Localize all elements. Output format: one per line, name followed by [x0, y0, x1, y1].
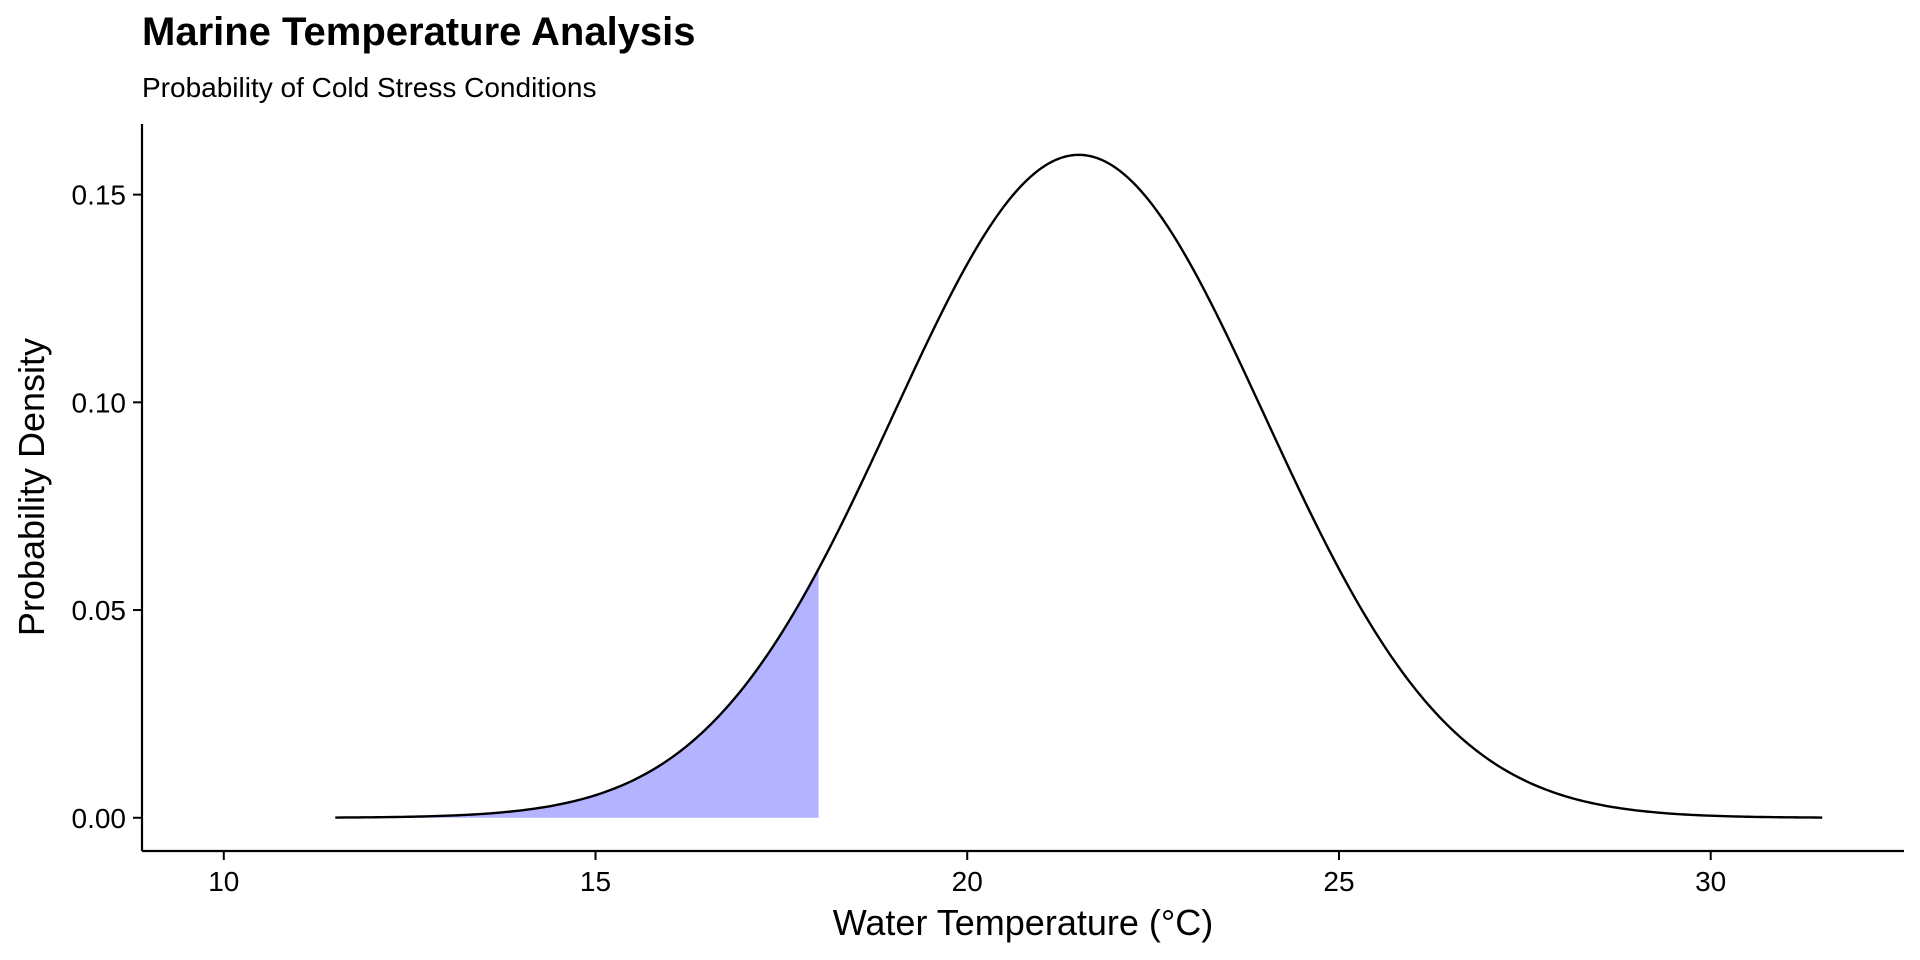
chart-title: Marine Temperature Analysis — [142, 10, 696, 54]
x-tick-label: 20 — [952, 866, 983, 897]
density-curve-layer — [335, 153, 1823, 819]
x-axis-title: Water Temperature (°C) — [833, 902, 1214, 943]
x-tick-label: 30 — [1695, 866, 1726, 897]
y-tick-label: 0.05 — [72, 595, 127, 626]
y-ticks: 0.00 0.05 0.10 0.15 — [72, 180, 142, 834]
chart-subtitle: Probability of Cold Stress Conditions — [142, 72, 597, 103]
y-tick-label: 0.00 — [72, 803, 127, 834]
cold-stress-region — [335, 568, 819, 818]
x-ticks: 10 15 20 25 30 — [208, 851, 1726, 897]
x-tick-label: 15 — [580, 866, 611, 897]
x-tick-label: 25 — [1323, 866, 1354, 897]
axes — [140, 124, 1904, 853]
y-axis-title: Probability Density — [11, 338, 52, 636]
cold-stress-area — [335, 568, 819, 818]
density-curve — [335, 153, 1823, 819]
x-tick-label: 10 — [208, 866, 239, 897]
y-tick-label: 0.10 — [72, 387, 127, 418]
y-tick-label: 0.15 — [72, 180, 127, 211]
